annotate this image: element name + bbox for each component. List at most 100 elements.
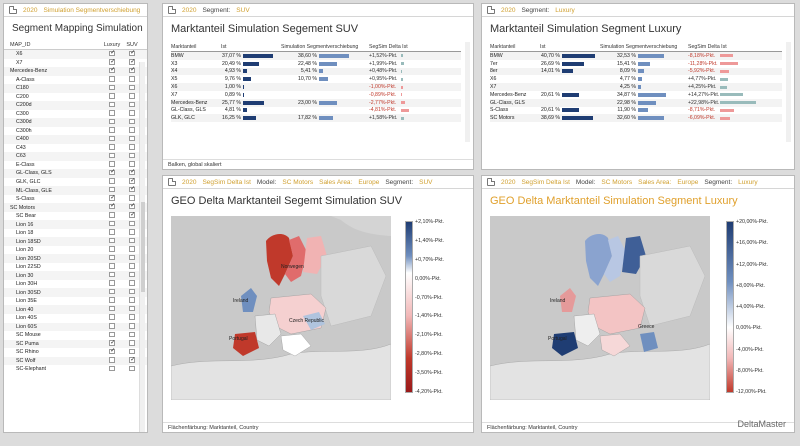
suv-checkbox[interactable] [129,76,135,82]
table-row[interactable]: X4 4,93 % 5,41 % +0,48%-Pkt. [171,67,461,76]
luxury-checkbox[interactable] [109,144,115,150]
expand-icon[interactable] [9,6,17,14]
luxury-checkbox[interactable] [109,297,115,303]
table-row[interactable]: S-Class 20,61 % 11,90 % -8,71%-Pkt. [490,107,782,115]
suv-checkbox[interactable] [129,340,135,346]
luxury-checkbox[interactable] [109,127,115,133]
luxury-checkbox[interactable] [109,101,115,108]
luxury-checkbox[interactable] [109,76,115,82]
table-row[interactable]: Mercedes-Benz 20,61 % 34,87 % +14,27%-Pkt. [490,91,782,99]
suv-checkbox[interactable] [129,66,135,74]
measure-label[interactable]: SegSim Delta Ist [202,178,251,186]
table-row[interactable]: X3 20,49 % 22,48 % +1,99%-Pkt. [171,60,461,68]
scrollbar[interactable] [786,42,791,142]
table-row[interactable]: X7 0,89 % -0,89%-Pkt. [171,91,461,99]
luxury-checkbox[interactable] [109,263,115,269]
luxury-checkbox[interactable] [109,357,115,363]
model-value[interactable]: SC Motors [282,178,314,186]
year-label[interactable]: 2020 [501,178,516,186]
segment-value[interactable]: Luxury [555,6,575,14]
luxury-checkbox[interactable] [109,194,115,201]
suv-checkbox[interactable] [129,110,135,116]
suv-checkbox[interactable] [129,288,135,295]
measure-label[interactable]: SegSim Delta Ist [521,178,570,186]
luxury-checkbox[interactable] [109,178,115,184]
suv-checkbox[interactable] [129,211,135,218]
suv-checkbox[interactable] [129,365,135,372]
table-row[interactable]: BMW 40,70 % 32,53 % -8,18%-Pkt. [490,52,782,60]
suv-checkbox[interactable] [129,314,135,320]
scroll-thumb[interactable] [141,202,145,292]
luxury-checkbox[interactable] [109,58,115,65]
year-label[interactable]: 2020 [182,178,197,186]
luxury-checkbox[interactable] [109,66,115,74]
europe-map[interactable]: Ireland Portugal Greece [490,216,710,400]
year-label[interactable]: 2020 [501,6,516,14]
table-row[interactable]: GLK, GLC 16,25 % 17,82 % +1,58%-Pkt. [171,114,461,123]
area-value[interactable]: Europe [677,178,699,186]
expand-icon[interactable] [487,6,495,14]
expand-icon[interactable] [168,6,176,14]
suv-checkbox[interactable] [129,195,135,201]
luxury-checkbox[interactable] [109,229,115,235]
year-label[interactable]: 2020 [182,6,197,14]
luxury-checkbox[interactable] [109,220,115,227]
luxury-checkbox[interactable] [109,314,115,320]
suv-checkbox[interactable] [129,237,135,244]
segment-value[interactable]: SUV [419,178,433,186]
luxury-checkbox[interactable] [109,339,115,346]
table-row[interactable]: X6 1,00 % -1,00%-Pkt. [171,83,461,91]
suv-checkbox[interactable] [129,297,135,303]
luxury-checkbox[interactable] [109,186,115,193]
expand-icon[interactable] [487,178,495,186]
suv-checkbox[interactable] [129,135,135,142]
suv-checkbox[interactable] [129,356,135,363]
suv-checkbox[interactable] [129,348,135,355]
suv-checkbox[interactable] [129,331,135,338]
table-row[interactable]: X6 4,77 % +4,77%-Pkt. [490,75,782,83]
suv-checkbox[interactable] [129,144,135,150]
suv-checkbox[interactable] [129,84,135,91]
table-row[interactable]: X7 4,25 % +4,25%-Pkt. [490,83,782,91]
luxury-checkbox[interactable] [109,118,115,125]
table-row[interactable]: 8er 14,01 % 8,09 % -5,92%-Pkt. [490,67,782,76]
suv-checkbox[interactable] [129,58,135,65]
suv-checkbox[interactable] [129,323,135,329]
luxury-checkbox[interactable] [109,161,115,167]
suv-checkbox[interactable] [129,220,135,227]
more-label[interactable]: ... [146,7,147,14]
suv-checkbox[interactable] [129,263,135,269]
suv-checkbox[interactable] [129,185,135,193]
luxury-checkbox[interactable] [109,212,115,218]
luxury-checkbox[interactable] [109,323,115,329]
luxury-checkbox[interactable] [109,365,115,372]
area-value[interactable]: Europe [358,178,380,186]
luxury-checkbox[interactable] [109,135,115,142]
suv-checkbox[interactable] [129,161,135,167]
suv-checkbox[interactable] [129,280,135,286]
segment-value[interactable]: Luxury [738,178,758,186]
table-row[interactable]: GL-Class, GLS 22,98 % +22,98%-Pkt. [490,98,782,107]
europe-map[interactable]: Norwegen Ireland Czech Republic Portugal [171,216,391,400]
luxury-checkbox[interactable] [109,168,115,176]
suv-checkbox[interactable] [129,168,135,176]
table-row[interactable]: 7er 26,69 % 15,41 % -11,28%-Pkt. [490,60,782,68]
suv-checkbox[interactable] [129,101,135,108]
suv-checkbox[interactable] [129,305,135,312]
year-label[interactable]: 2020 [23,6,38,14]
table-row[interactable]: X5 9,76 % 10,70 % +0,95%-Pkt. [171,75,461,83]
luxury-checkbox[interactable] [109,305,115,312]
luxury-checkbox[interactable] [109,246,115,252]
suv-checkbox[interactable] [129,254,135,261]
model-value[interactable]: SC Motors [601,178,633,186]
suv-checkbox[interactable] [129,152,135,159]
luxury-checkbox[interactable] [109,271,115,278]
table-row[interactable]: BMW 37,07 % 38,60 % +1,52%-Pkt. [171,52,461,60]
suv-checkbox[interactable] [129,49,135,56]
luxury-checkbox[interactable] [109,288,115,295]
luxury-checkbox[interactable] [109,280,115,286]
luxury-checkbox[interactable] [109,254,115,261]
luxury-checkbox[interactable] [109,237,115,244]
suv-checkbox[interactable] [129,271,135,278]
luxury-checkbox[interactable] [109,331,115,338]
